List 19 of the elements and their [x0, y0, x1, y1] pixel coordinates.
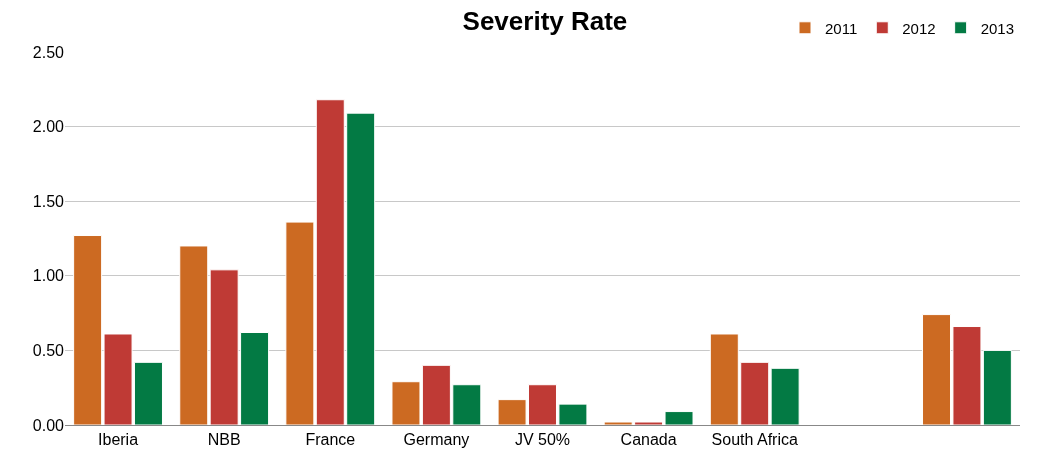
x-tick-label: JV 50%	[514, 431, 571, 449]
y-tick-label: 1.00	[32, 267, 65, 285]
x-tick-label: Germany	[403, 431, 470, 449]
legend-label: 2013	[980, 19, 1015, 37]
chart-title: Severity Rate	[462, 5, 628, 36]
legend-label: 2012	[902, 19, 936, 37]
x-tick-label: Canada	[620, 431, 677, 449]
y-tick-label: 2.00	[32, 118, 65, 136]
y-tick-label: 1.50	[32, 192, 65, 210]
y-tick-label: 0.50	[32, 342, 65, 359]
x-tick-label: France	[305, 431, 356, 449]
x-tick-label: South Africa	[711, 431, 798, 449]
bar	[770, 367, 800, 425]
x-tick-label: NBB	[207, 431, 241, 449]
legend-label: 2011	[825, 19, 858, 37]
y-tick-label: 2.50	[32, 43, 65, 61]
x-tick-label: Iberia	[98, 431, 139, 449]
bar	[179, 245, 209, 425]
y-tick-label: 0.00	[32, 416, 65, 434]
